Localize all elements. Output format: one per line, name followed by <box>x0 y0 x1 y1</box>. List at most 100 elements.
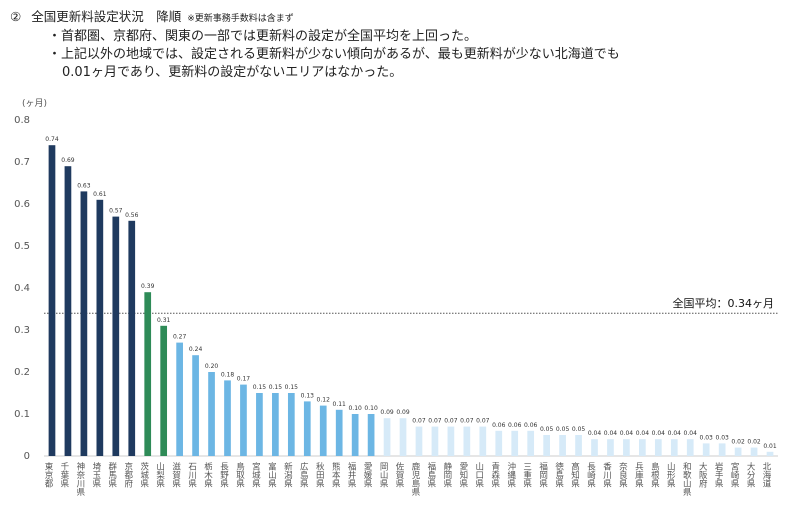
bar-value-label: 0.11 <box>333 401 347 408</box>
bar <box>654 439 662 456</box>
x-tick-label: 沖縄県 <box>506 461 516 488</box>
x-tick-label: 京都府 <box>123 461 133 488</box>
bar <box>160 325 168 456</box>
x-tick-label: 香川県 <box>601 461 611 488</box>
section-number: ② <box>10 9 22 24</box>
x-tick-label: 東京都 <box>43 461 53 488</box>
summary-bullets: ・首都圏、京都府、関東の一部では更新料の設定が全国平均を上回った。 ・上記以外の… <box>48 28 620 82</box>
bar <box>48 145 56 456</box>
bar-value-label: 0.39 <box>141 283 155 290</box>
bar <box>463 426 471 456</box>
x-tick-label: 岩手県 <box>713 461 723 488</box>
bar-value-label: 0.63 <box>77 182 91 189</box>
x-tick-label: 大阪府 <box>697 461 707 488</box>
bar-value-label: 0.01 <box>763 443 777 450</box>
bar <box>128 220 136 456</box>
bar-value-label: 0.61 <box>93 191 107 198</box>
bar <box>702 443 710 456</box>
bar <box>575 435 582 456</box>
bar-value-label: 0.18 <box>221 371 235 378</box>
chart-title: 全国更新料設定状況 降順 <box>31 9 182 24</box>
bar-value-label: 0.10 <box>364 405 378 412</box>
bar <box>686 439 694 456</box>
x-tick-label: 福岡県 <box>538 461 548 488</box>
bar <box>670 439 678 456</box>
x-tick-label: 長野県 <box>219 462 229 488</box>
y-tick-label: 0.4 <box>14 283 30 294</box>
bar-value-label: 0.04 <box>684 430 698 437</box>
bar <box>112 216 120 456</box>
y-tick-label: 0.7 <box>14 157 30 168</box>
bar <box>479 426 487 456</box>
x-tick-label: 宮崎県 <box>729 461 739 488</box>
x-tick-label: 長崎県 <box>586 462 596 488</box>
bar-value-label: 0.69 <box>61 157 75 164</box>
bar-value-label: 0.03 <box>715 434 729 441</box>
x-tick-label: 千葉県 <box>59 461 69 488</box>
y-tick-label: 0.6 <box>14 199 30 210</box>
bar-value-label: 0.05 <box>540 426 554 433</box>
bar <box>447 426 455 456</box>
bar <box>319 405 327 456</box>
average-label: 全国平均：0.34ヶ月 <box>673 296 775 310</box>
bar <box>623 439 630 456</box>
y-tick-label: 0.5 <box>14 241 30 252</box>
bar-value-label: 0.02 <box>747 439 761 446</box>
x-tick-label: 滋賀県 <box>171 461 181 488</box>
bar-value-label: 0.74 <box>45 136 59 143</box>
x-tick-label: 福島県 <box>426 461 436 488</box>
bar-value-label: 0.03 <box>700 434 714 441</box>
bar-value-label: 0.04 <box>604 430 618 437</box>
bar <box>287 393 295 456</box>
bar-value-label: 0.06 <box>492 422 506 429</box>
bar-value-label: 0.13 <box>301 392 315 399</box>
bar <box>272 393 279 456</box>
y-tick-label: 0.2 <box>14 367 30 378</box>
y-tick-label: 0.3 <box>14 325 30 336</box>
bar-value-label: 0.31 <box>157 317 171 324</box>
x-tick-label: 三重県 <box>522 462 532 488</box>
bar-value-label: 0.27 <box>173 334 187 341</box>
bar-value-label: 0.05 <box>556 426 570 433</box>
bar <box>527 430 535 456</box>
bar-value-label: 0.05 <box>572 426 586 433</box>
bar <box>383 418 391 456</box>
bar <box>335 409 343 456</box>
x-tick-label: 愛媛県 <box>362 461 372 488</box>
bar-value-label: 0.07 <box>412 418 426 425</box>
bar <box>718 443 726 456</box>
bar <box>208 372 215 456</box>
x-tick-label: 静岡県 <box>442 461 452 488</box>
bar-value-label: 0.09 <box>380 409 394 416</box>
bar <box>64 166 72 456</box>
chart-header: ② 全国更新料設定状況 降順 ※更新事務手数料は含まず <box>10 6 294 25</box>
bar-value-label: 0.15 <box>285 384 299 391</box>
x-tick-label: 埼玉県 <box>91 461 101 488</box>
bar <box>367 414 375 456</box>
bar <box>750 447 758 456</box>
x-tick-label: 広島県 <box>298 461 308 488</box>
x-tick-label: 岡山県 <box>378 462 388 488</box>
bullet-2: ・上記以外の地域では、設定される更新料が少ない傾向があるが、最も更新料が少ない北… <box>48 47 620 62</box>
x-tick-label: 奈良県 <box>617 461 627 488</box>
bar-value-label: 0.10 <box>348 405 362 412</box>
bar-value-label: 0.06 <box>508 422 522 429</box>
bar-value-label: 0.04 <box>668 430 682 437</box>
bar <box>559 435 566 456</box>
bar <box>303 401 311 456</box>
x-tick-label: 熊本県 <box>330 461 340 488</box>
x-tick-label: 宮城県 <box>250 461 260 488</box>
x-tick-label: 山口県 <box>474 461 484 488</box>
bar-value-label: 0.04 <box>620 430 634 437</box>
bar <box>734 447 742 456</box>
bar-value-label: 0.09 <box>396 409 410 416</box>
bar-value-label: 0.07 <box>428 418 442 425</box>
bar <box>351 414 359 456</box>
bar <box>80 191 88 456</box>
bar-value-label: 0.24 <box>189 346 203 353</box>
x-tick-label: 佐賀県 <box>394 461 404 488</box>
bar-value-label: 0.07 <box>460 418 474 425</box>
x-tick-label: 栃木県 <box>203 461 213 488</box>
bar <box>176 342 183 456</box>
